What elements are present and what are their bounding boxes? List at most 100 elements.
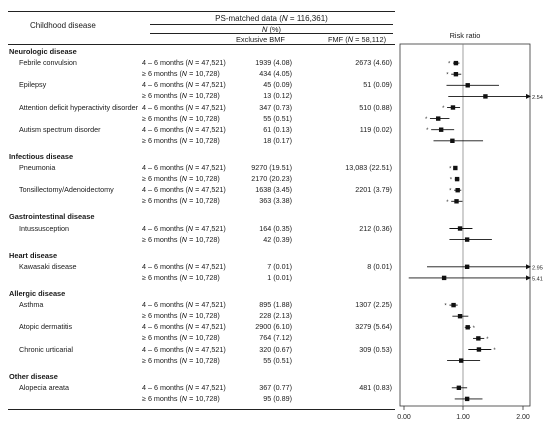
- fmf-value: 212 (0.36): [359, 223, 392, 233]
- header-n-percent: 𝑁 (%): [262, 25, 281, 34]
- point-estimate: [459, 358, 464, 363]
- ebmf-value: 2170 (20.23): [251, 174, 292, 184]
- ebmf-value: 42 (0.39): [263, 234, 292, 244]
- exposure-label: ≥ 6 months (𝑁 = 10,728): [142, 113, 220, 123]
- exposure-label: 4 – 6 months (𝑁 = 47,521): [142, 223, 226, 233]
- exposure-label: 4 – 6 months (𝑁 = 47,521): [142, 80, 226, 90]
- ebmf-value: 320 (0.67): [259, 344, 292, 354]
- exposure-label: 4 – 6 months (𝑁 = 47,521): [142, 322, 226, 332]
- header-group-rule: [150, 24, 393, 25]
- ebmf-value: 45 (0.09): [263, 80, 292, 90]
- ebmf-value: 228 (2.13): [259, 311, 292, 321]
- ci-upper-label: 5.41: [532, 276, 543, 282]
- significance-star: *: [446, 200, 449, 206]
- header-exclusive-bmf: Exclusive BMF: [236, 35, 285, 44]
- exposure-label: 4 – 6 months (𝑁 = 47,521): [142, 344, 226, 354]
- exposure-label: ≥ 6 months (𝑁 = 10,728): [142, 135, 220, 145]
- x-tick-label: 2.00: [516, 414, 530, 421]
- ci-arrow: [526, 264, 531, 270]
- fmf-value: 3279 (5.64): [355, 322, 392, 332]
- ebmf-value: 55 (0.51): [263, 355, 292, 365]
- exposure-label: ≥ 6 months (𝑁 = 10,728): [142, 311, 220, 321]
- ebmf-value: 347 (0.73): [259, 102, 292, 112]
- disease-name: Alopecia areata: [19, 382, 69, 392]
- point-estimate: [476, 336, 481, 341]
- category-heading: Gastrointestinal disease: [9, 212, 95, 222]
- point-estimate: [454, 176, 460, 182]
- exposure-label: ≥ 6 months (𝑁 = 10,728): [142, 174, 220, 184]
- disease-name: Asthma: [19, 300, 44, 310]
- significance-star: *: [442, 106, 445, 112]
- fmf-value: 1307 (2.25): [355, 300, 392, 310]
- exposure-label: 4 – 6 months (𝑁 = 47,521): [142, 102, 226, 112]
- point-estimate: [465, 83, 470, 88]
- header-group-title: PS-matched data (𝑁 = 116,361): [215, 14, 328, 23]
- ebmf-value: 18 (0.17): [263, 135, 292, 145]
- point-estimate: [438, 127, 444, 132]
- header-bottom-rule: [8, 44, 395, 45]
- significance-star: *: [450, 178, 453, 184]
- significance-star: *: [448, 62, 451, 68]
- exposure-label: 4 – 6 months (𝑁 = 47,521): [142, 124, 226, 134]
- significance-star: *: [426, 128, 429, 134]
- ebmf-value: 55 (0.51): [263, 113, 292, 123]
- exposure-label: ≥ 6 months (𝑁 = 10,728): [142, 69, 220, 79]
- exposure-label: ≥ 6 months (𝑁 = 10,728): [142, 196, 220, 206]
- disease-name: Chronic urticarial: [19, 344, 73, 354]
- point-estimate: [453, 165, 458, 171]
- point-estimate: [451, 302, 456, 308]
- significance-star: *: [486, 337, 489, 343]
- ebmf-value: 363 (3.38): [259, 196, 292, 206]
- point-estimate: [453, 72, 459, 77]
- significance-star: *: [493, 348, 496, 354]
- ebmf-value: 434 (4.05): [259, 69, 292, 79]
- category-heading: Infectious disease: [9, 151, 74, 161]
- significance-star: *: [444, 304, 447, 310]
- fmf-value: 481 (0.83): [359, 382, 392, 392]
- fmf-value: 2201 (3.79): [355, 185, 392, 195]
- point-estimate: [464, 237, 470, 242]
- forest-frame: [399, 43, 531, 407]
- point-estimate: [465, 325, 470, 330]
- header-fmf: FMF (𝑁 = 58,112): [328, 35, 387, 44]
- point-estimate: [457, 226, 463, 231]
- exposure-label: 4 – 6 months (𝑁 = 47,521): [142, 163, 226, 172]
- ebmf-value: 13 (0.12): [263, 91, 292, 101]
- significance-star: *: [446, 73, 449, 79]
- point-estimate: [483, 94, 488, 99]
- disease-name: Attention deficit hyperactivity disorder: [19, 102, 139, 112]
- disease-name: Tonsillectomy/Adenoidectomy: [19, 185, 114, 195]
- category-heading: Other disease: [9, 371, 58, 381]
- fmf-value: 309 (0.53): [359, 344, 392, 354]
- ebmf-value: 2900 (6.10): [255, 322, 292, 332]
- significance-star: *: [449, 189, 452, 195]
- ebmf-value: 1638 (3.45): [255, 185, 292, 195]
- exposure-label: ≥ 6 months (𝑁 = 10,728): [142, 393, 220, 403]
- ebmf-value: 7 (0.01): [267, 261, 292, 271]
- category-heading: Heart disease: [9, 250, 58, 260]
- point-estimate: [456, 385, 462, 390]
- exposure-label: 4 – 6 months (𝑁 = 47,521): [142, 261, 226, 271]
- exposure-label: 4 – 6 months (𝑁 = 47,521): [142, 185, 226, 195]
- point-estimate: [441, 275, 447, 281]
- ci-upper-label: 2.95: [532, 265, 543, 271]
- fmf-value: 510 (0.88): [359, 102, 392, 112]
- ebmf-value: 95 (0.89): [263, 393, 292, 403]
- fmf-value: 119 (0.02): [359, 124, 392, 134]
- point-estimate: [454, 199, 459, 204]
- point-estimate: [450, 105, 456, 110]
- point-estimate: [455, 188, 460, 193]
- ebmf-value: 367 (0.77): [259, 382, 292, 392]
- point-estimate: [436, 116, 441, 121]
- disease-name: Febrile convulsion: [19, 58, 77, 68]
- header-childhood-disease: Childhood disease: [30, 21, 96, 30]
- point-estimate: [457, 314, 463, 319]
- x-tick-label: 0.00: [397, 414, 411, 421]
- category-heading: Neurologic disease: [9, 47, 77, 56]
- disease-name: Epilepsy: [19, 80, 47, 90]
- ebmf-value: 9270 (19.51): [251, 163, 292, 172]
- fmf-value: 51 (0.09): [363, 80, 392, 90]
- exposure-label: ≥ 6 months (𝑁 = 10,728): [142, 272, 220, 282]
- exposure-label: 4 – 6 months (𝑁 = 47,521): [142, 382, 226, 392]
- exposure-label: 4 – 6 months (𝑁 = 47,521): [142, 58, 226, 68]
